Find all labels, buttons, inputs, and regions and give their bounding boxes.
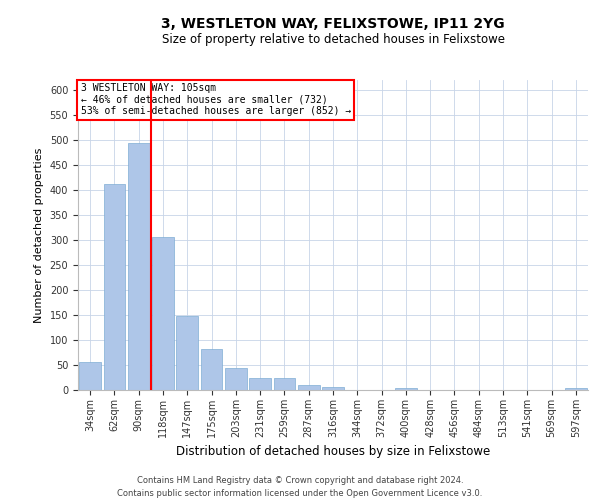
Bar [128, 143, 149, 390]
Text: Contains HM Land Registry data © Crown copyright and database right 2024.
Contai: Contains HM Land Registry data © Crown c… [118, 476, 482, 498]
Bar [565, 388, 587, 390]
Bar [395, 388, 417, 390]
Bar [176, 316, 198, 390]
Bar [322, 386, 344, 390]
Text: 3 WESTLETON WAY: 105sqm
← 46% of detached houses are smaller (732)
53% of semi-d: 3 WESTLETON WAY: 105sqm ← 46% of detache… [80, 83, 351, 116]
Text: Size of property relative to detached houses in Felixstowe: Size of property relative to detached ho… [161, 32, 505, 46]
Bar [274, 378, 295, 390]
Bar [298, 385, 320, 390]
Bar [152, 236, 174, 390]
Bar [79, 362, 101, 390]
Bar [249, 378, 271, 390]
Text: 3, WESTLETON WAY, FELIXSTOWE, IP11 2YG: 3, WESTLETON WAY, FELIXSTOWE, IP11 2YG [161, 18, 505, 32]
X-axis label: Distribution of detached houses by size in Felixstowe: Distribution of detached houses by size … [176, 446, 490, 458]
Bar [225, 368, 247, 390]
Bar [104, 184, 125, 390]
Bar [200, 349, 223, 390]
Y-axis label: Number of detached properties: Number of detached properties [34, 148, 44, 322]
